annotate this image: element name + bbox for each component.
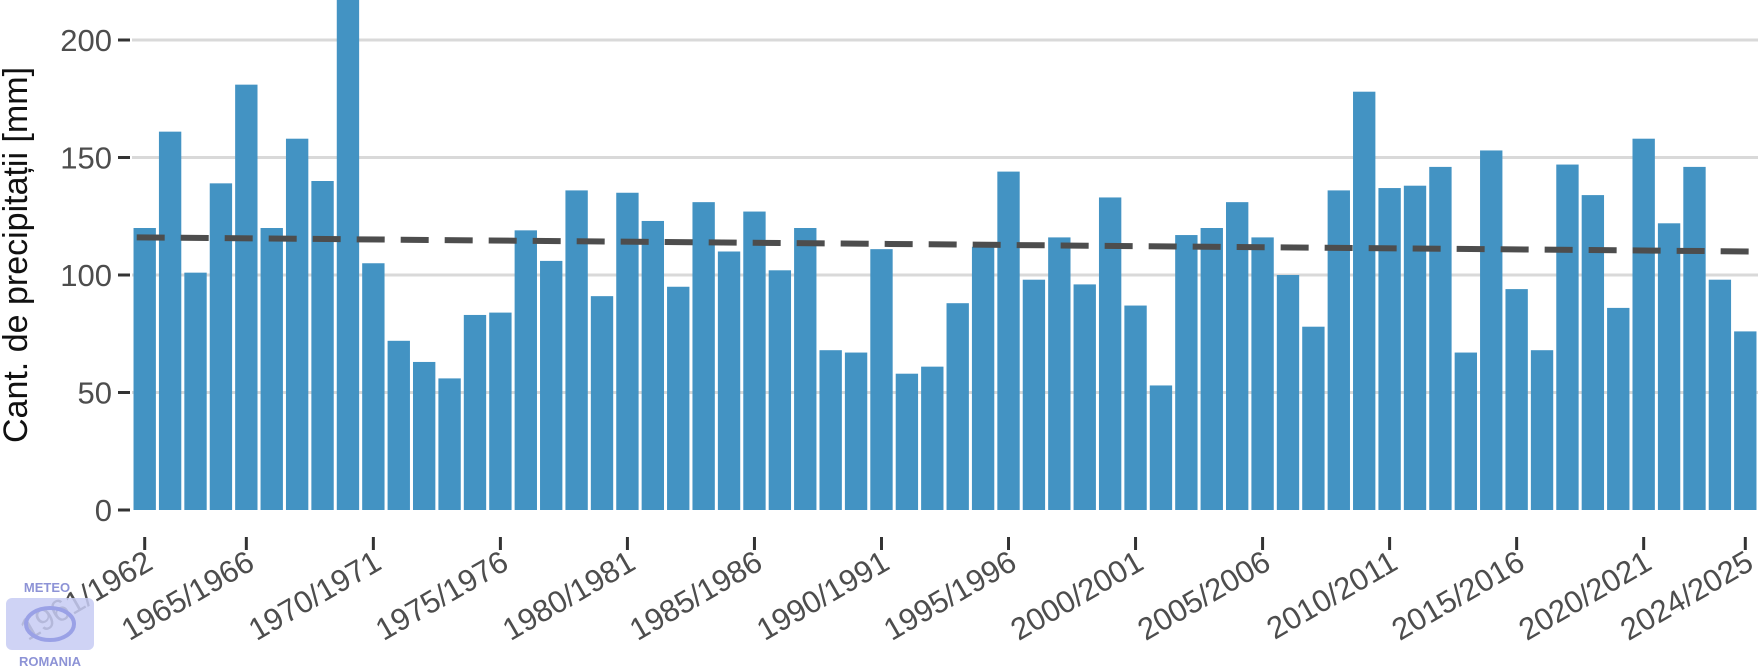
bar-1976/1977 [514,230,537,510]
bar-2016/2017 [1530,350,1554,510]
bar-1997/1998 [1048,237,1071,510]
bar-1970/1971 [362,263,385,510]
bar-2024/2025 [1734,331,1757,510]
bar-2008/2009 [1327,190,1350,510]
bar-1984/1985 [717,251,741,510]
ytick-label-0: 0 [95,493,112,528]
bar-1991/1992 [895,373,919,510]
bar-2005/2006 [1251,237,1274,510]
logo-bottom-text: ROMANIA [19,654,82,669]
xtick-label-1975/1976: 1975/1976 [369,544,513,648]
bar-1986/1987 [768,270,792,510]
bar-1967/1968 [285,138,309,510]
bar-2001/2002 [1149,385,1173,510]
bar-1975/1976 [489,312,512,510]
logo-emblem-icon [24,606,76,642]
ytick-label-200: 200 [60,23,112,58]
xtick-label-2005/2006: 2005/2006 [1132,544,1276,648]
bar-1971/1972 [387,340,410,510]
bar-2017/2018 [1556,164,1579,511]
xtick-label-1970/1971: 1970/1971 [242,544,386,648]
bars [133,0,1757,511]
logo-badge [6,598,94,650]
bar-1979/1980 [590,296,614,510]
bar-1962/1963 [158,131,182,510]
bar-2023/2024 [1708,279,1732,510]
bar-1981/1982 [641,220,665,510]
xtick-label-2000/2001: 2000/2001 [1005,544,1149,648]
xtick-label-1995/1996: 1995/1996 [878,544,1022,648]
y-axis: 0 50 100 150 200 [60,23,130,528]
bar-1969/1970 [336,0,360,510]
bar-1988/1989 [819,350,842,510]
bar-1983/1984 [692,202,715,510]
bar-2010/2011 [1378,188,1401,511]
xtick-label-1980/1981: 1980/1981 [497,544,641,648]
bar-1995/1996 [997,171,1020,510]
bar-1992/1993 [921,366,944,510]
x-axis: 1961/19621965/19661970/19711975/19761980… [14,537,1758,647]
bar-1998/1999 [1073,284,1096,510]
trend-line [136,234,1756,255]
bar-1973/1974 [438,378,461,510]
bar-1972/1973 [412,361,436,510]
bar-1985/1986 [743,211,766,511]
y-axis-label: Cant. de precipitații [mm] [0,67,35,443]
bar-2004/2005 [1225,202,1249,510]
bar-2019/2020 [1607,307,1630,510]
bar-2021/2022 [1657,223,1681,511]
bar-2011/2012 [1403,185,1427,510]
bar-2020/2021 [1632,138,1655,510]
bar-2003/2004 [1200,228,1223,510]
bar-1993/1994 [946,303,969,510]
bar-1999/2000 [1098,197,1122,510]
xtick-label-2010/2011: 2010/2011 [1261,544,1403,646]
bar-2015/2016 [1505,289,1528,510]
bar-1961/1962 [133,228,156,510]
bar-1964/1965 [209,183,233,510]
bar-1987/1988 [794,228,817,510]
bar-1963/1964 [184,272,207,510]
bar-1980/1981 [616,192,639,510]
ytick-label-100: 100 [60,258,112,293]
bar-2007/2008 [1302,326,1325,510]
bar-1965/1966 [235,84,258,511]
trend-line-dashed [136,234,1756,255]
bar-1978/1979 [565,190,588,510]
bar-1974/1975 [463,314,487,510]
bar-2006/2007 [1276,275,1300,510]
bar-2014/2015 [1480,150,1503,510]
bar-2009/2010 [1353,91,1376,510]
bar-2022/2023 [1683,166,1706,510]
bar-1996/1997 [1022,279,1046,510]
bar-1989/1990 [844,352,868,510]
xtick-label-2015/2016: 2015/2016 [1386,544,1530,648]
bar-2013/2014 [1454,352,1478,510]
xtick-label-1990/1991: 1990/1991 [751,544,895,648]
ytick-label-50: 50 [78,376,112,411]
bar-2012/2013 [1429,166,1452,510]
bar-1990/1991 [870,249,893,510]
meteo-romania-logo: METEO ROMANIA [6,580,94,669]
bar-1977/1978 [540,260,563,510]
bar-2002/2003 [1175,235,1198,511]
bar-1966/1967 [260,228,283,510]
bar-2000/2001 [1124,305,1147,510]
xtick-label-1985/1986: 1985/1986 [624,544,768,648]
bar-1982/1983 [667,286,690,510]
bar-2018/2019 [1581,195,1605,510]
ytick-label-150: 150 [60,141,112,176]
bar-1994/1995 [971,246,995,511]
bar-1968/1969 [311,181,334,510]
logo-top-text: METEO [24,580,70,595]
